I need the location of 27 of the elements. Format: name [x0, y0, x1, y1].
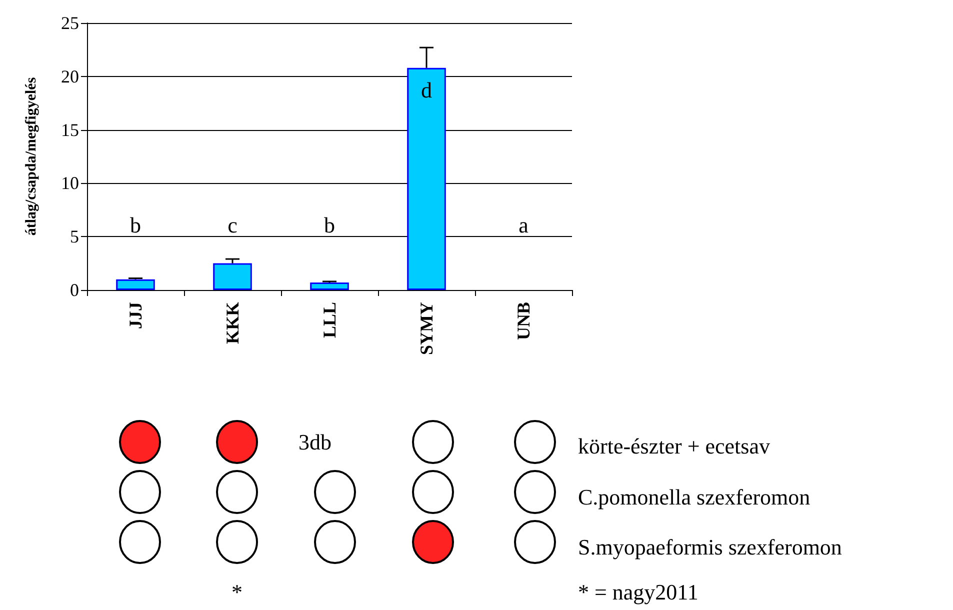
text: * — [232, 580, 242, 604]
text: körte-észter + ecetsav — [578, 434, 770, 458]
y-tick-label: 25 — [61, 13, 79, 33]
x-tick-label: JJJ — [126, 302, 146, 329]
annotation: a — [518, 212, 529, 238]
annotation: c — [228, 212, 238, 238]
bar — [310, 282, 349, 290]
bar — [213, 263, 252, 290]
y-tick-label: 10 — [61, 173, 79, 194]
bar — [407, 68, 446, 290]
text: C.pomonella szexferomon — [578, 484, 810, 510]
y-tick-label: 0 — [70, 280, 79, 300]
text: * = nagy2011 — [578, 580, 698, 604]
annotation: b — [130, 212, 141, 238]
x-tick-label: SYMY — [416, 302, 436, 355]
text: 3db — [298, 430, 332, 454]
x-tick-label: UNB — [514, 302, 534, 340]
x-tick-label: LLL — [320, 302, 340, 338]
annotation: d — [421, 77, 432, 102]
y-tick-label: 15 — [61, 120, 79, 140]
text: S.myopaeformis szexferomon — [578, 534, 842, 560]
y-tick-label: 20 — [61, 66, 79, 86]
y-tick-label: 5 — [70, 226, 79, 247]
x-tick-label: KKK — [222, 302, 242, 344]
annotation: b — [324, 212, 335, 238]
y-axis-title: átlag/csapda/megfigyelés — [24, 77, 40, 236]
bar — [116, 279, 155, 290]
